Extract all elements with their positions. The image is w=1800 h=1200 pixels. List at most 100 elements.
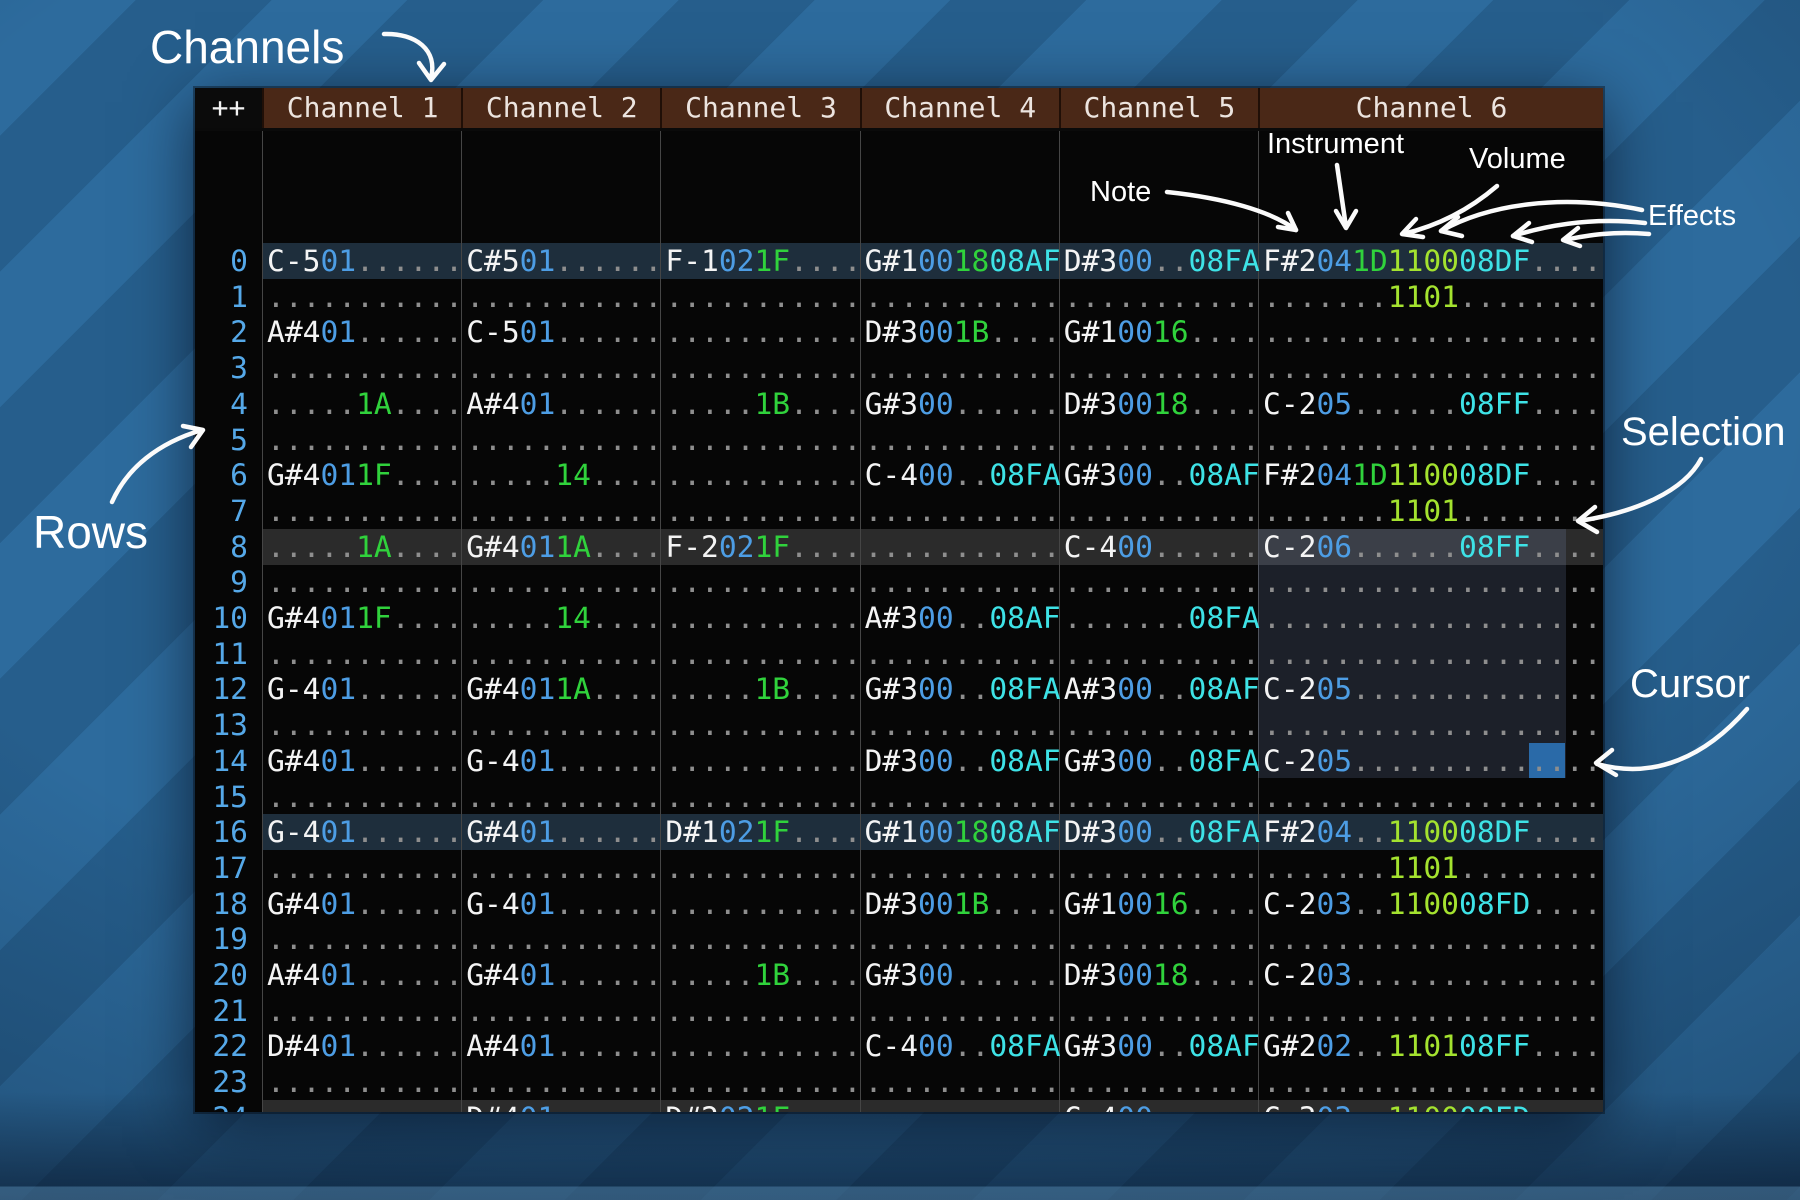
pattern-cell[interactable]: ........... — [267, 493, 463, 529]
pattern-cell[interactable]: .....1B.... — [665, 386, 861, 422]
pattern-cell[interactable]: ........... — [665, 993, 861, 1029]
pattern-cell[interactable]: ................... — [1263, 314, 1602, 350]
pattern-cell[interactable]: ........... — [267, 921, 463, 957]
pattern-cell[interactable]: D#30018.... — [1064, 957, 1260, 993]
pattern-cell[interactable]: ........... — [665, 707, 861, 743]
channel-header[interactable]: Channel 1 — [262, 88, 461, 128]
pattern-cell[interactable]: C-205.............. — [1263, 671, 1602, 707]
pattern-cell[interactable]: .......1101........ — [1263, 493, 1602, 529]
pattern-cell[interactable]: .......1101........ — [1263, 279, 1602, 315]
pattern-cell[interactable]: ........... — [865, 422, 1061, 458]
pattern-cell[interactable]: ........... — [1064, 636, 1260, 672]
pattern-cell[interactable]: ................... — [1263, 564, 1602, 600]
pattern-cell[interactable]: G#300..08AF — [1064, 1028, 1260, 1064]
pattern-cell[interactable]: ........... — [665, 1064, 861, 1100]
pattern-cell[interactable]: C-400..08FA — [865, 1028, 1061, 1064]
pattern-cell[interactable]: ........... — [865, 779, 1061, 815]
channel-header[interactable]: Channel 2 — [461, 88, 660, 128]
pattern-cell[interactable]: C-400...... — [1064, 1100, 1260, 1112]
pattern-cell[interactable]: ........... — [1064, 422, 1260, 458]
pattern-cell[interactable]: ........... — [865, 1100, 1061, 1112]
pattern-cell[interactable]: ........... — [267, 350, 463, 386]
pattern-cell[interactable]: ........... — [1064, 850, 1260, 886]
pattern-cell[interactable]: ........... — [865, 993, 1061, 1029]
pattern-cell[interactable]: ........... — [466, 636, 662, 672]
pattern-cell[interactable]: ........... — [267, 1100, 463, 1112]
pattern-cell[interactable]: ........... — [267, 993, 463, 1029]
pattern-cell[interactable]: ........... — [665, 850, 861, 886]
pattern-cell[interactable]: ........... — [267, 779, 463, 815]
pattern-cell[interactable]: A#401...... — [466, 1028, 662, 1064]
pattern-cell[interactable]: G#10016.... — [1064, 886, 1260, 922]
pattern-cell[interactable]: ........... — [665, 457, 861, 493]
pattern-cell[interactable]: D#401...... — [267, 1028, 463, 1064]
pattern-cell[interactable]: ................... — [1263, 350, 1602, 386]
pattern-cell[interactable]: C-303..110008FD.... — [1263, 1100, 1602, 1112]
pattern-cell[interactable]: D#3001B.... — [865, 886, 1061, 922]
pattern-cell[interactable]: ........... — [665, 743, 861, 779]
pattern-cell[interactable]: .....14.... — [466, 457, 662, 493]
pattern-cell[interactable]: .....1A.... — [267, 386, 463, 422]
pattern-cell[interactable]: ........... — [1064, 707, 1260, 743]
pattern-cell[interactable]: A#300..08AF — [1064, 671, 1260, 707]
pattern-cell[interactable]: .......1101........ — [1263, 850, 1602, 886]
pattern-cell[interactable]: C#501...... — [466, 243, 662, 279]
pattern-cell[interactable]: ........... — [665, 636, 861, 672]
pattern-cell[interactable]: ........... — [466, 779, 662, 815]
pattern-cell[interactable]: ................... — [1263, 422, 1602, 458]
pattern-cell[interactable]: C-501...... — [466, 314, 662, 350]
pattern-cell[interactable]: ................... — [1263, 707, 1602, 743]
edit-cursor[interactable] — [1529, 742, 1565, 779]
pattern-cell[interactable]: F#2041D110008DF.... — [1263, 243, 1602, 279]
pattern-cell[interactable]: ........... — [1064, 921, 1260, 957]
pattern-cell[interactable]: ........... — [865, 529, 1061, 565]
pattern-cell[interactable]: ........... — [665, 279, 861, 315]
pattern-cell[interactable]: ........... — [466, 850, 662, 886]
pattern-cell[interactable]: ........... — [466, 707, 662, 743]
pattern-cell[interactable]: ........... — [267, 422, 463, 458]
channel-header[interactable]: Channel 5 — [1058, 88, 1258, 128]
pattern-cell[interactable]: C-203..110008FD.... — [1263, 886, 1602, 922]
pattern-cell[interactable]: ........... — [865, 921, 1061, 957]
pattern-cell[interactable]: ........... — [865, 850, 1061, 886]
pattern-cell[interactable]: ........... — [1064, 493, 1260, 529]
pattern-cell[interactable]: ................... — [1263, 636, 1602, 672]
pattern-cell[interactable]: G#401...... — [466, 814, 662, 850]
pattern-cell[interactable]: ........... — [466, 921, 662, 957]
pattern-cell[interactable]: ........... — [665, 886, 861, 922]
pattern-cell[interactable]: .......08FA — [1064, 600, 1260, 636]
pattern-cell[interactable]: C-205.............. — [1263, 743, 1602, 779]
pattern-cell[interactable]: F-1021F.... — [665, 243, 861, 279]
pattern-cell[interactable]: G#4011A.... — [466, 671, 662, 707]
pattern-cell[interactable]: G#300...... — [865, 957, 1061, 993]
pattern-cell[interactable]: ........... — [865, 636, 1061, 672]
pattern-cell[interactable]: C-400..08FA — [865, 457, 1061, 493]
pattern-cell[interactable]: G#300..08AF — [1064, 457, 1260, 493]
pattern-cell[interactable]: ................... — [1263, 600, 1602, 636]
pattern-cell[interactable]: .....1B.... — [665, 671, 861, 707]
pattern-cell[interactable]: F#204..110008DF.... — [1263, 814, 1602, 850]
pattern-cell[interactable]: D#30018.... — [1064, 386, 1260, 422]
pattern-cell[interactable]: ........... — [267, 850, 463, 886]
pattern-cell[interactable]: G#300..08FA — [1064, 743, 1260, 779]
pattern-cell[interactable]: ........... — [466, 1064, 662, 1100]
pattern-cell[interactable]: ........... — [665, 1028, 861, 1064]
pattern-cell[interactable]: ........... — [1064, 564, 1260, 600]
pattern-cell[interactable]: C-203.............. — [1263, 957, 1602, 993]
pattern-cell[interactable]: ........... — [665, 600, 861, 636]
pattern-cell[interactable]: A#401...... — [466, 386, 662, 422]
pattern-cell[interactable]: A#401...... — [267, 957, 463, 993]
pattern-cell[interactable]: G-401...... — [466, 743, 662, 779]
pattern-cell[interactable]: ........... — [665, 921, 861, 957]
pattern-cell[interactable]: A#401...... — [267, 314, 463, 350]
pattern-cell[interactable]: ........... — [865, 707, 1061, 743]
pattern-cell[interactable]: D#300..08FA — [1064, 814, 1260, 850]
pattern-cell[interactable]: ................... — [1263, 1064, 1602, 1100]
pattern-cell[interactable]: G#300..08FA — [865, 671, 1061, 707]
pattern-cell[interactable]: G-401...... — [267, 814, 463, 850]
pattern-cell[interactable]: C-400...... — [1064, 529, 1260, 565]
pattern-cell[interactable]: G#10016.... — [1064, 314, 1260, 350]
pattern-cell[interactable]: ........... — [865, 350, 1061, 386]
pattern-cell[interactable]: ........... — [665, 493, 861, 529]
pattern-cell[interactable]: ........... — [865, 279, 1061, 315]
